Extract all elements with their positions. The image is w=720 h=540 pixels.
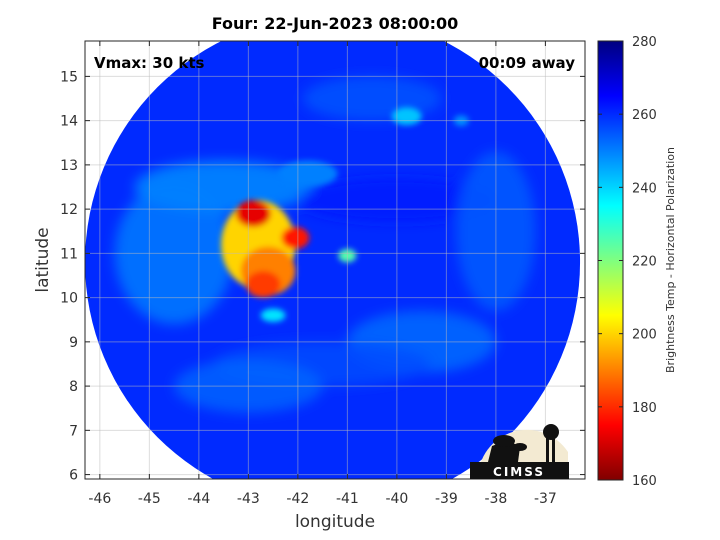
- y-axis: 6 7 8 9 10 11 12 13 14 15: [60, 69, 585, 484]
- y-tick-label: 8: [69, 379, 78, 395]
- y-tick-label: 6: [69, 468, 78, 484]
- y-tick-label: 10: [60, 291, 78, 307]
- y-axis-label: latitude: [33, 227, 53, 292]
- y-tick-label: 11: [60, 246, 78, 262]
- colorbar-tick-label: 260: [632, 108, 657, 123]
- colorbar-tick-label: 220: [632, 255, 657, 270]
- x-tick-label: -46: [88, 491, 111, 507]
- x-tick-label: -44: [187, 491, 210, 507]
- convective-feature: [278, 160, 338, 188]
- colorbar-tick-label: 200: [632, 328, 657, 343]
- convective-feature: [235, 200, 271, 227]
- y-tick-label: 13: [60, 158, 78, 174]
- x-axis-label: longitude: [295, 512, 375, 532]
- colorbar-gradient: [597, 40, 624, 481]
- swath-image: [85, 41, 581, 479]
- convective-feature: [260, 308, 286, 322]
- y-tick-label: 14: [60, 114, 78, 130]
- vmax-annotation: Vmax: 30 kts: [94, 54, 204, 72]
- y-tick-label: 12: [60, 202, 78, 218]
- colorbar-label: Brightness Temp - Horizontal Polarizatio…: [664, 147, 677, 373]
- time-away-annotation: 00:09 away: [479, 54, 576, 72]
- x-tick-label: -41: [336, 491, 359, 507]
- convective-feature: [281, 226, 310, 249]
- plot-frame: [84, 40, 586, 480]
- y-tick-label: 9: [69, 335, 78, 351]
- convective-feature: [245, 271, 281, 298]
- x-tick-label: -38: [484, 491, 507, 507]
- chart-title: Four: 22-Jun-2023 08:00:00: [212, 14, 459, 33]
- x-tick-label: -39: [435, 491, 458, 507]
- x-tick-label: -37: [534, 491, 557, 507]
- logo-text: CIMSS: [493, 465, 545, 479]
- colorbar-tick-label: 160: [632, 474, 657, 489]
- y-tick-label: 15: [60, 69, 78, 85]
- cimss-logo: CIMSS: [470, 424, 569, 479]
- colorbar-tick-label: 180: [632, 401, 657, 416]
- colorbar-tick-label: 240: [632, 181, 657, 196]
- x-tick-label: -42: [286, 491, 309, 507]
- x-tick-label: -45: [138, 491, 161, 507]
- colorbar-tick-label: 280: [632, 35, 657, 50]
- x-tick-label: -40: [385, 491, 408, 507]
- x-tick-label: -43: [237, 491, 260, 507]
- x-axis: -46 -45 -44 -43 -42 -41 -40 -39 -38 -37: [88, 41, 557, 507]
- colorbar: 160 180 200 220 240 260 280 Brightness Temp - …: [597, 35, 677, 489]
- grid-lines: [85, 41, 585, 479]
- y-tick-label: 7: [69, 423, 78, 439]
